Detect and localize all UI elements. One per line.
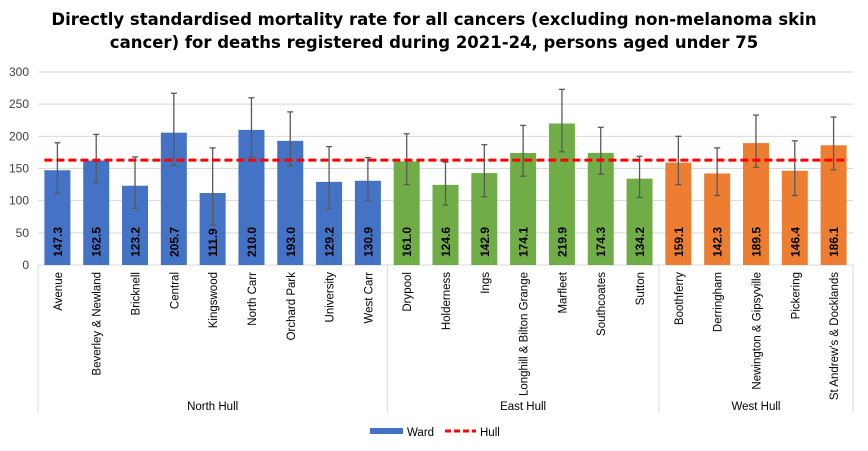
legend-ward-swatch [370, 428, 403, 434]
category-label: Derringham [713, 272, 725, 332]
data-label: 142.3 [711, 227, 725, 257]
legend-ward-label: Ward [407, 427, 434, 439]
data-label: 189.5 [749, 227, 763, 257]
category-label: Pickering [790, 272, 802, 319]
data-label: 130.9 [361, 227, 375, 257]
y-tick-label: 100 [9, 194, 29, 208]
y-tick-label: 300 [9, 65, 29, 79]
data-label: 210.0 [245, 227, 259, 257]
data-label: 162.5 [90, 227, 104, 257]
category-label: Drypool [402, 272, 414, 312]
category-label: Central [169, 272, 181, 309]
category-label: Orchard Park [286, 272, 298, 341]
data-label: 174.1 [517, 227, 531, 257]
data-label: 161.0 [400, 227, 414, 257]
chart-title: Directly standardised mortality rate for… [0, 8, 868, 54]
category-label: Sutton [635, 272, 647, 305]
data-label: 205.7 [167, 227, 181, 257]
category-label: Kingswood [208, 272, 220, 328]
category-label: Avenue [53, 272, 65, 311]
category-label: West Carr [363, 272, 375, 324]
data-label: 124.6 [439, 227, 453, 257]
category-label: Southcoates [596, 272, 608, 336]
category-label: Holderness [441, 272, 453, 330]
data-label: 146.4 [788, 227, 802, 257]
y-tick-label: 50 [16, 226, 30, 240]
y-tick-label: 250 [9, 97, 29, 111]
y-tick-label: 150 [9, 162, 29, 176]
data-label: 134.2 [633, 227, 647, 257]
data-label: 174.3 [594, 227, 608, 257]
data-label: 111.9 [206, 228, 220, 257]
category-label: Longhill & Bilton Grange [519, 272, 531, 396]
group-label: North Hull [187, 401, 238, 413]
category-label: Newington & Gipsyville [751, 272, 763, 390]
category-label: Beverley & Newland [92, 272, 104, 376]
category-label: University [325, 272, 337, 323]
category-label: North Carr [247, 272, 259, 326]
group-label: West Hull [731, 401, 780, 413]
data-label: 142.9 [478, 227, 492, 257]
chart-title-line-2: cancer) for deaths registered during 202… [109, 33, 759, 52]
category-label: Boothferry [674, 272, 686, 325]
data-label: 193.0 [284, 227, 298, 257]
data-label: 123.2 [129, 227, 143, 257]
data-label: 219.9 [555, 227, 569, 257]
group-label: East Hull [500, 401, 546, 413]
category-label: St Andrew's & Docklands [829, 272, 841, 400]
data-label: 186.1 [827, 227, 841, 257]
legend-hull-label: Hull [480, 427, 500, 439]
data-label: 159.1 [672, 227, 686, 257]
chart-title-line-1: Directly standardised mortality rate for… [51, 10, 817, 29]
category-label: Bricknell [131, 272, 143, 315]
category-label: Ings [480, 272, 492, 294]
data-label: 147.3 [51, 227, 65, 257]
y-tick-label: 200 [9, 129, 29, 143]
data-label: 129.2 [323, 227, 337, 257]
y-tick-label: 0 [22, 258, 29, 272]
category-label: Marfleet [557, 271, 569, 313]
